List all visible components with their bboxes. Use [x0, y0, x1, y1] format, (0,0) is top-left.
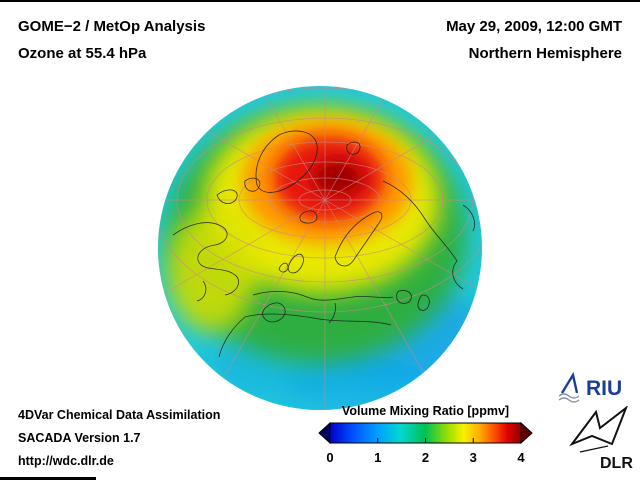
assimilation-label: 4DVar Chemical Data Assimilation: [18, 408, 221, 422]
header-right: May 29, 2009, 12:00 GMT Northern Hemisph…: [446, 13, 622, 67]
footer-credits: 4DVar Chemical Data Assimilation SACADA …: [18, 404, 220, 473]
tick-label-2: 2: [421, 450, 430, 465]
screen-edge-artifact: [0, 477, 96, 480]
colorbar-left-arrow: [318, 422, 331, 444]
colorbar: [318, 422, 533, 444]
riu-logo-text: RIU: [586, 377, 622, 400]
wdc-url: http://wdc.dlr.de: [18, 454, 114, 468]
dlr-logo: DLR: [566, 405, 636, 477]
analysis-title: GOME−2 / MetOp Analysis: [18, 18, 206, 35]
tick-label-3: 3: [469, 450, 477, 465]
ozone-red-core: [274, 137, 384, 221]
colorbar-tick-labels: 0 1 2 3 4: [318, 450, 533, 466]
colorbar-right-arrow: [520, 422, 533, 444]
version-label: SACADA Version 1.7: [18, 431, 141, 445]
analysis-date: May 29, 2009, 12:00 GMT: [446, 18, 622, 35]
riu-logo: RIU: [556, 371, 636, 408]
tick-label-0: 0: [326, 450, 334, 465]
riu-logo-icon: RIU: [558, 371, 622, 403]
dlr-logo-icon: DLR: [569, 405, 633, 472]
graticule-layer: [158, 86, 482, 410]
globe-visualization: [158, 86, 482, 410]
analysis-region: Northern Hemisphere: [468, 45, 622, 62]
tick-label-4: 4: [517, 450, 525, 465]
dlr-logo-text: DLR: [600, 455, 633, 472]
analysis-subtitle: Ozone at 55.4 hPa: [18, 45, 147, 62]
coastlines-layer: [172, 130, 475, 358]
header-left: GOME−2 / MetOp Analysis Ozone at 55.4 hP…: [18, 13, 205, 67]
tick-label-1: 1: [374, 450, 382, 465]
globe-map: [157, 85, 483, 411]
colorbar-title: Volume Mixing Ratio [ppmv]: [341, 404, 510, 418]
colorbar-tick-marks: [377, 438, 474, 443]
colorbar-block: Volume Mixing Ratio [ppmv]: [318, 404, 536, 466]
